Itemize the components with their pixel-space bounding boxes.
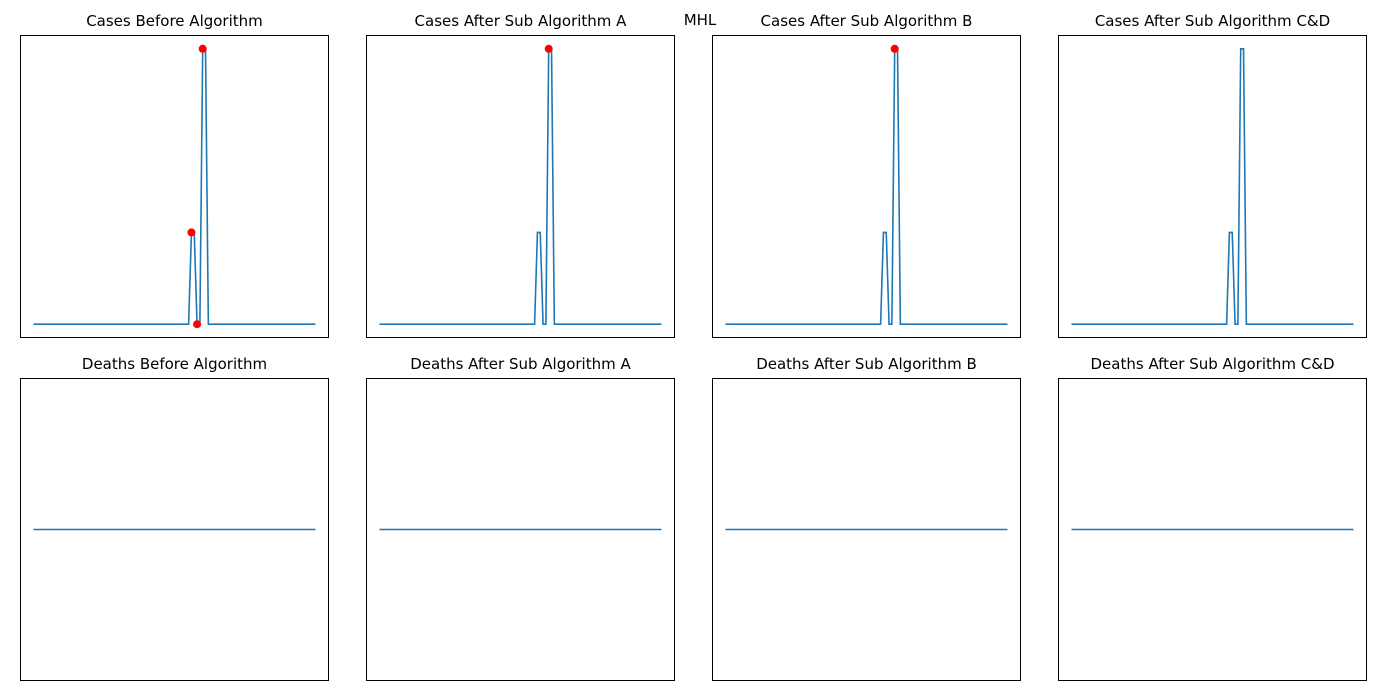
plot-frame [712, 35, 1021, 338]
subplot-8: Deaths After Sub Algorithm C&D [1058, 355, 1367, 681]
subplot-3: Cases After Sub Algorithm B [712, 12, 1021, 338]
highlight-point [890, 44, 899, 53]
plot-frame [1058, 378, 1367, 681]
series-line [1071, 47, 1354, 326]
subplot-title: Deaths After Sub Algorithm A [410, 355, 631, 373]
subplot-2: Cases After Sub Algorithm A [366, 12, 675, 338]
subplot-4: Cases After Sub Algorithm C&D [1058, 12, 1367, 338]
highlight-point [193, 320, 202, 329]
series-line [725, 47, 1008, 326]
plot-frame [1058, 35, 1367, 338]
highlight-point [544, 44, 553, 53]
subplot-title: Cases After Sub Algorithm B [761, 12, 973, 30]
subplot-title: Cases Before Algorithm [86, 12, 263, 30]
series-line [33, 47, 316, 326]
plot-frame [712, 378, 1021, 681]
plot-frame [366, 378, 675, 681]
highlight-point [198, 44, 207, 53]
plot-frame [20, 35, 329, 338]
subplot-title: Deaths After Sub Algorithm B [756, 355, 977, 373]
plot-frame [20, 378, 329, 681]
subplot-title: Deaths After Sub Algorithm C&D [1091, 355, 1335, 373]
highlight-point [187, 228, 196, 237]
series-line [379, 47, 662, 326]
subplot-6: Deaths After Sub Algorithm A [366, 355, 675, 681]
figure-suptitle: MHL [683, 11, 717, 29]
subplot-7: Deaths After Sub Algorithm B [712, 355, 1021, 681]
subplot-title: Deaths Before Algorithm [82, 355, 267, 373]
plot-frame [366, 35, 675, 338]
subplot-1: Cases Before Algorithm [20, 12, 329, 338]
subplot-title: Cases After Sub Algorithm C&D [1095, 12, 1330, 30]
subplot-title: Cases After Sub Algorithm A [415, 12, 628, 30]
subplot-5: Deaths Before Algorithm [20, 355, 329, 681]
